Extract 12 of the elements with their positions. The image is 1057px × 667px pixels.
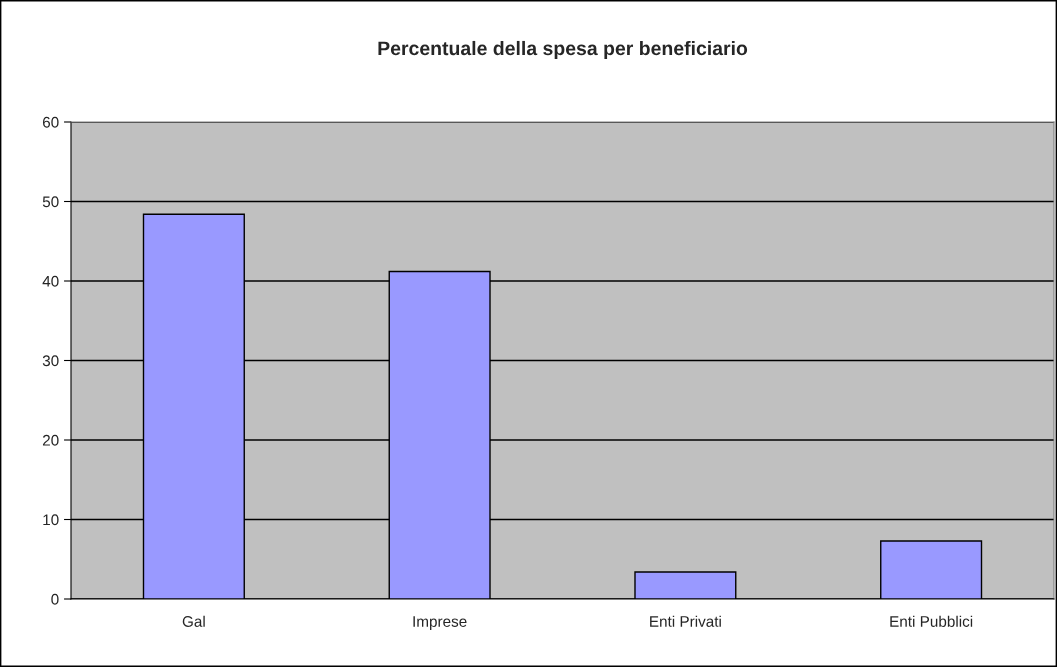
y-tick-label: 0 bbox=[51, 593, 59, 605]
y-tick-label: 50 bbox=[42, 196, 59, 208]
y-tick-label: 40 bbox=[42, 275, 59, 287]
y-tick-label: 20 bbox=[42, 434, 59, 446]
x-tick-label: Imprese bbox=[413, 616, 467, 630]
y-tick-label: 30 bbox=[42, 355, 59, 367]
y-tick-label: 10 bbox=[43, 514, 59, 526]
x-tick-label: Enti Privati bbox=[650, 615, 721, 627]
y-tick-label: 60 bbox=[42, 116, 59, 128]
x-tick-label: Gal bbox=[182, 615, 205, 627]
x-tick-label: Enti Pubblici bbox=[890, 615, 973, 627]
chart-title: Percentuale della spesa per beneficiario bbox=[378, 40, 748, 60]
